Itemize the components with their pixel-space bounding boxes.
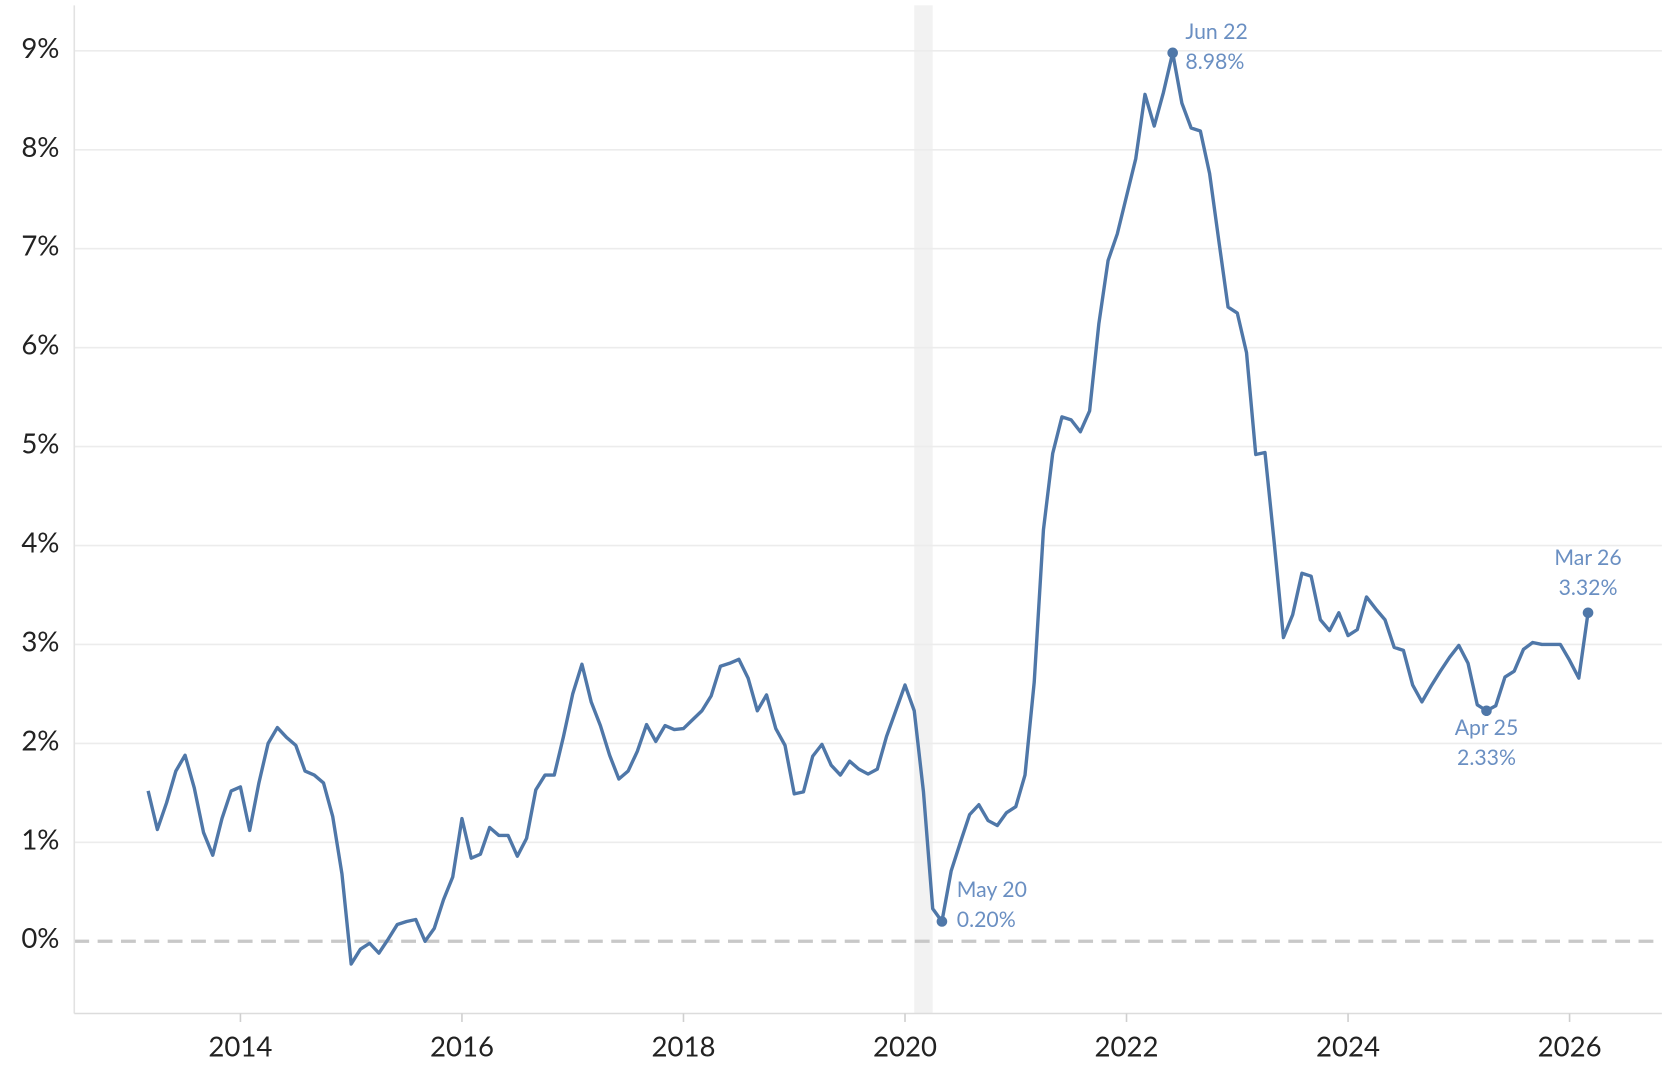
x-tick-label: 2016 <box>430 1030 494 1063</box>
y-tick-label: 2% <box>21 723 59 756</box>
y-tick-label: 6% <box>21 328 59 361</box>
y-tick-label: 1% <box>21 822 59 855</box>
y-tick-label: 4% <box>21 526 59 559</box>
x-tick-label: 2018 <box>651 1030 715 1063</box>
y-tick-label: 7% <box>21 229 59 262</box>
annotation-date: Jun 22 <box>1185 18 1247 44</box>
y-tick-label: 5% <box>21 427 59 460</box>
annotation-dot <box>1481 705 1492 717</box>
x-tick-label: 2026 <box>1538 1030 1602 1063</box>
annotation-dot <box>1582 607 1594 619</box>
annotation-value: 3.32% <box>1559 574 1618 600</box>
x-tick-label: 2014 <box>208 1030 272 1063</box>
x-tick-label: 2024 <box>1316 1030 1380 1063</box>
y-tick-label: 9% <box>21 31 59 64</box>
annotation-date: May 20 <box>957 876 1027 902</box>
annotation-value: 8.98% <box>1185 48 1244 74</box>
y-tick-label: 3% <box>21 624 59 657</box>
line-series <box>146 51 1590 966</box>
annotation-dot <box>936 916 948 927</box>
annotation-date: Mar 26 <box>1554 544 1621 570</box>
annotation-value: 2.33% <box>1457 744 1516 770</box>
annotation-date: Apr 25 <box>1455 714 1519 740</box>
y-tick-label: 8% <box>21 130 59 163</box>
x-tick-label: 2020 <box>873 1030 937 1063</box>
annotation-dot <box>1167 47 1178 59</box>
x-tick-label: 2022 <box>1095 1030 1159 1063</box>
y-tick-label: 0% <box>21 921 59 954</box>
annotation-value: 0.20% <box>957 906 1016 932</box>
